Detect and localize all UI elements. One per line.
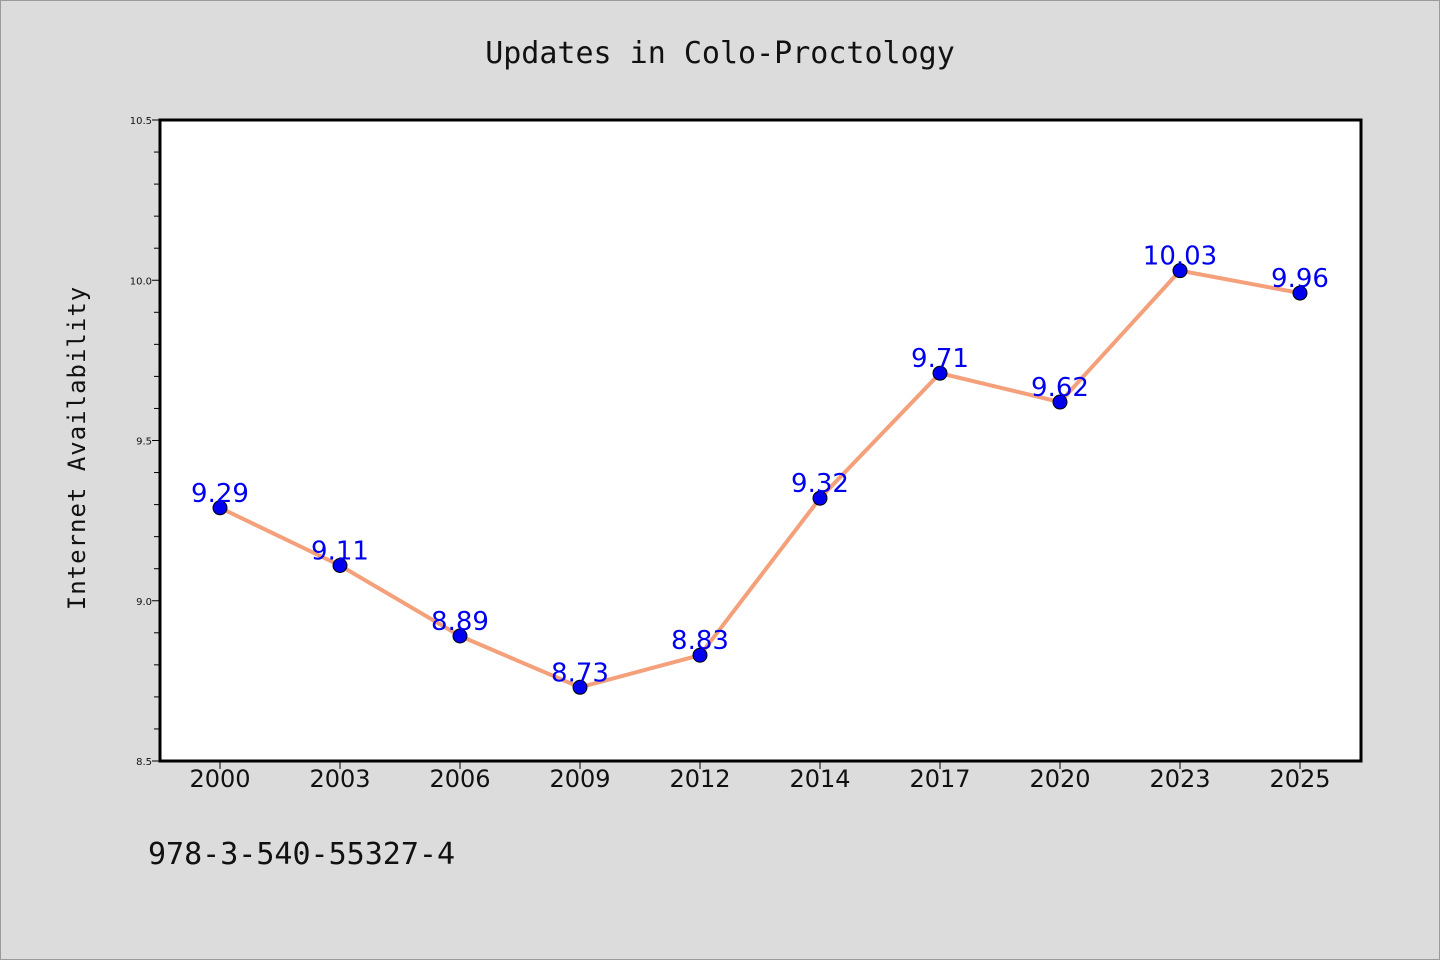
x-axis-tick-labels: 2000 2003 2006 2009 2012 2014 2017 2020 2023 2025 bbox=[189, 765, 1330, 793]
x-tick-label: 2003 bbox=[309, 765, 370, 793]
data-point bbox=[1172, 263, 1188, 279]
y-tick-label: 9.0 bbox=[136, 597, 152, 608]
y-axis-label: Internet Availability bbox=[63, 286, 91, 610]
x-tick-label: 2006 bbox=[429, 765, 490, 793]
y-tick-label: 8.5 bbox=[136, 757, 152, 768]
series-markers bbox=[212, 263, 1308, 695]
y-tick-label: 9.5 bbox=[136, 437, 152, 448]
data-point bbox=[572, 679, 588, 695]
data-label: 8.89 bbox=[431, 607, 489, 637]
data-point bbox=[332, 557, 348, 573]
data-label: 9.71 bbox=[911, 344, 969, 374]
x-tick-label: 2020 bbox=[1029, 765, 1090, 793]
y-tick-label: 10.5 bbox=[130, 116, 152, 127]
data-point bbox=[212, 500, 228, 516]
data-label: 9.96 bbox=[1271, 264, 1329, 294]
chart-title: Updates in Colo-Proctology bbox=[485, 36, 955, 71]
x-tick-label: 2017 bbox=[909, 765, 970, 793]
x-tick-label: 2009 bbox=[549, 765, 610, 793]
data-label: 9.11 bbox=[311, 536, 369, 566]
data-point bbox=[692, 647, 708, 663]
footer-isbn: 978-3-540-55327-4 bbox=[148, 837, 455, 872]
data-label: 10.03 bbox=[1143, 242, 1217, 272]
data-point bbox=[932, 365, 948, 381]
y-axis-ticks bbox=[152, 119, 160, 762]
data-label: 8.83 bbox=[671, 626, 729, 656]
x-tick-label: 2012 bbox=[669, 765, 730, 793]
data-point bbox=[1292, 285, 1308, 301]
x-tick-label: 2000 bbox=[189, 765, 250, 793]
data-label: 9.62 bbox=[1031, 373, 1089, 403]
data-label: 8.73 bbox=[551, 658, 609, 688]
plot-area bbox=[158, 118, 1363, 763]
x-axis-ticks bbox=[219, 761, 1301, 769]
x-tick-label: 2014 bbox=[789, 765, 850, 793]
data-point bbox=[812, 490, 828, 506]
x-tick-label: 2025 bbox=[1269, 765, 1330, 793]
data-labels: 9.29 9.11 8.89 8.73 8.83 9.32 9.71 9.62 10.03 9.9… bbox=[191, 242, 1329, 689]
data-label: 9.32 bbox=[791, 469, 849, 499]
data-label: 9.29 bbox=[191, 479, 249, 509]
y-axis-tick-labels: 8.5 9.0 9.5 10.0 10.5 bbox=[130, 116, 152, 768]
series-line bbox=[218, 268, 1302, 690]
x-tick-label: 2023 bbox=[1149, 765, 1210, 793]
y-tick-label: 10.0 bbox=[130, 276, 152, 287]
data-point bbox=[452, 628, 468, 644]
data-point bbox=[1052, 394, 1068, 410]
